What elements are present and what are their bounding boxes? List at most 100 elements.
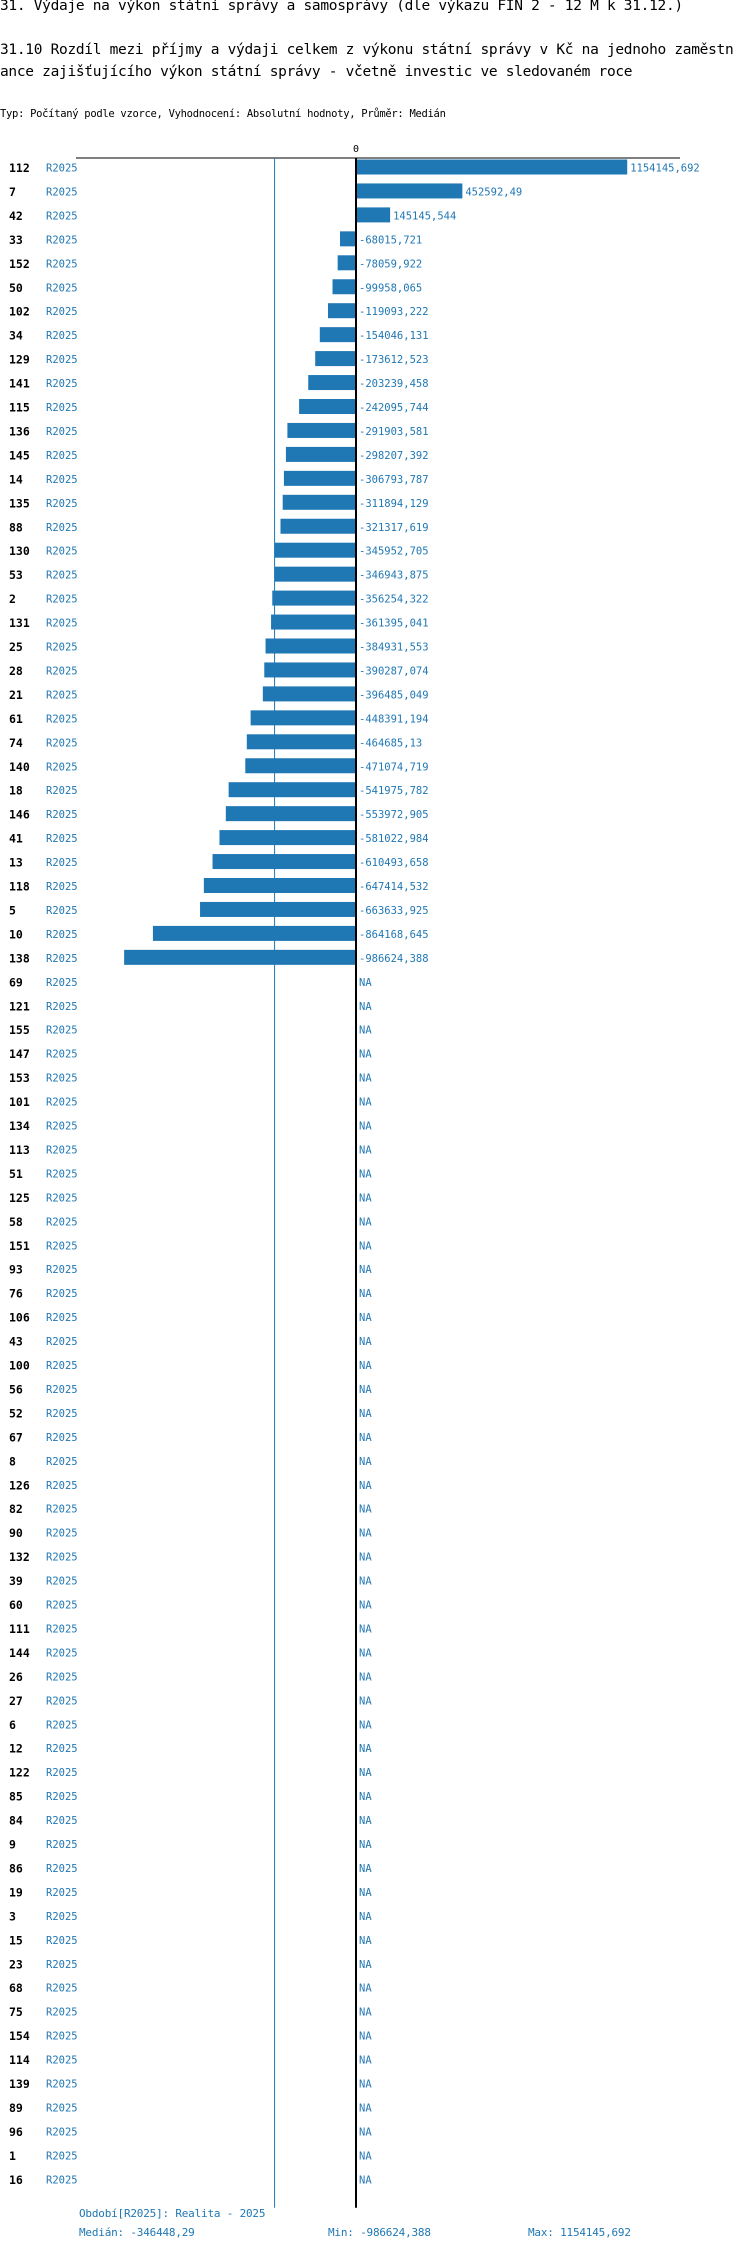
row-id-label: 115 — [9, 401, 30, 415]
row-period-label: R2025 — [46, 1935, 78, 1947]
row-id-label: 140 — [9, 760, 30, 774]
bar — [356, 207, 391, 223]
value-label: -384931,553 — [359, 642, 429, 654]
value-label: NA — [359, 1815, 372, 1827]
row-id-label: 146 — [9, 808, 30, 822]
value-label: NA — [359, 2150, 372, 2162]
value-label: NA — [359, 1001, 372, 1013]
row-id-label: 141 — [9, 377, 30, 391]
value-label: -647414,532 — [359, 881, 429, 893]
bar — [274, 566, 356, 582]
row-period-label: R2025 — [46, 2007, 78, 2019]
value-label: NA — [359, 1097, 372, 1109]
row-period-label: R2025 — [46, 2150, 78, 2162]
value-label: -396485,049 — [359, 689, 429, 701]
row-period-label: R2025 — [46, 1408, 78, 1420]
bar — [287, 422, 356, 438]
value-label: NA — [359, 1360, 372, 1372]
chart-type-line: Typ: Počítaný podle vzorce, Vyhodnocení:… — [0, 108, 446, 120]
bar — [283, 470, 356, 486]
row-period-label: R2025 — [46, 1312, 78, 1324]
row-id-label: 60 — [9, 1598, 23, 1612]
row-period-label: R2025 — [46, 1671, 78, 1683]
row-period-label: R2025 — [46, 1144, 78, 1156]
row-period-label: R2025 — [46, 1192, 78, 1204]
chart-subtitle: 31.10 Rozdíl mezi příjmy a výdaji celkem… — [0, 42, 734, 80]
row-period-label: R2025 — [46, 665, 78, 677]
value-label: NA — [359, 1695, 372, 1707]
value-label: 145145,544 — [393, 210, 456, 222]
value-label: -291903,581 — [359, 426, 429, 438]
value-label: -356254,322 — [359, 594, 429, 606]
value-label: NA — [359, 1121, 372, 1133]
row-id-label: 89 — [9, 2101, 23, 2115]
value-label: -864168,645 — [359, 929, 429, 941]
row-id-label: 129 — [9, 353, 30, 367]
row-period-label: R2025 — [46, 1168, 78, 1180]
row-id-label: 43 — [9, 1335, 23, 1349]
value-label: NA — [359, 1600, 372, 1612]
row-period-label: R2025 — [46, 761, 78, 773]
value-label: -464685,13 — [359, 737, 422, 749]
bar — [200, 901, 356, 917]
value-label: -610493,658 — [359, 857, 429, 869]
bar — [356, 183, 463, 199]
row-id-label: 122 — [9, 1766, 30, 1780]
row-id-label: 126 — [9, 1478, 30, 1492]
row-id-label: 41 — [9, 832, 23, 846]
bar — [225, 806, 356, 822]
row-id-label: 135 — [9, 496, 30, 510]
row-period-label: R2025 — [46, 689, 78, 701]
row-period-label: R2025 — [46, 1623, 78, 1635]
row-period-label: R2025 — [46, 1695, 78, 1707]
row-period-label: R2025 — [46, 1336, 78, 1348]
row-period-label: R2025 — [46, 1528, 78, 1540]
value-label: -663633,925 — [359, 905, 429, 917]
row-id-label: 86 — [9, 1861, 23, 1875]
footer-min: Min: -986624,388 — [328, 2226, 431, 2239]
value-label: -242095,744 — [359, 402, 429, 414]
row-id-label: 131 — [9, 616, 30, 630]
bar — [285, 446, 356, 462]
row-id-label: 102 — [9, 305, 30, 319]
bar — [280, 518, 356, 534]
value-label: 1154145,692 — [630, 163, 700, 175]
row-id-label: 125 — [9, 1191, 30, 1205]
row-id-label: 67 — [9, 1430, 23, 1444]
value-label: NA — [359, 1168, 372, 1180]
row-period-label: R2025 — [46, 1600, 78, 1612]
row-id-label: 33 — [9, 233, 23, 247]
value-label: NA — [359, 1528, 372, 1540]
bar — [152, 925, 356, 941]
row-id-label: 25 — [9, 640, 23, 654]
row-id-label: 118 — [9, 880, 30, 894]
bar — [203, 878, 356, 893]
value-label: NA — [359, 1216, 372, 1228]
row-period-label: R2025 — [46, 1049, 78, 1061]
row-period-label: R2025 — [46, 1456, 78, 1468]
row-period-label: R2025 — [46, 186, 78, 198]
bar — [299, 399, 356, 414]
row-period-label: R2025 — [46, 1480, 78, 1492]
row-id-label: 153 — [9, 1071, 30, 1085]
value-label: NA — [359, 1671, 372, 1683]
row-period-label: R2025 — [46, 1504, 78, 1516]
value-label: NA — [359, 1911, 372, 1923]
row-id-label: 84 — [9, 1814, 23, 1828]
row-period-label: R2025 — [46, 1839, 78, 1851]
value-label: NA — [359, 2079, 372, 2091]
row-period-label: R2025 — [46, 1001, 78, 1013]
row-id-label: 13 — [9, 856, 23, 870]
value-label: NA — [359, 1983, 372, 1995]
row-id-label: 21 — [9, 688, 23, 702]
bar — [124, 949, 356, 965]
value-label: -119093,222 — [359, 306, 429, 318]
row-id-label: 152 — [9, 257, 30, 271]
bar — [319, 327, 356, 343]
value-label: -986624,388 — [359, 953, 429, 965]
value-label: -541975,782 — [359, 785, 429, 797]
page-title: 31. Výdaje na výkon státní správy a samo… — [0, 0, 683, 14]
bar — [328, 303, 356, 319]
row-id-label: 26 — [9, 1670, 23, 1684]
value-label: -203239,458 — [359, 378, 429, 390]
